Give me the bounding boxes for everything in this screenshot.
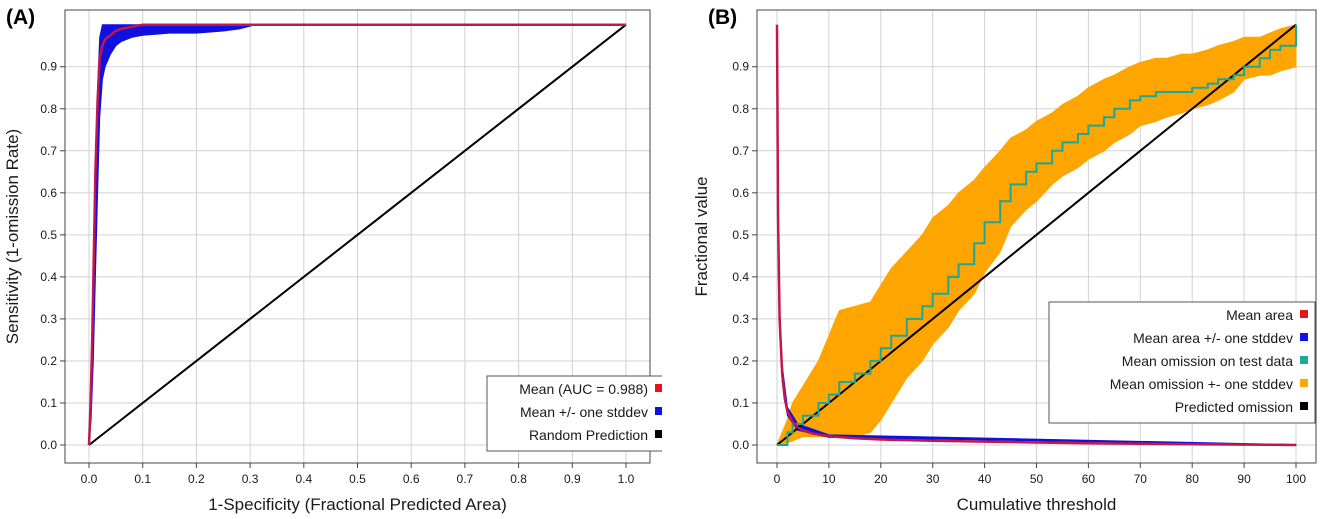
legend-label-mean-auc-0-988: Mean (AUC = 0.988) bbox=[519, 381, 648, 397]
y-tick-label: 0.2 bbox=[732, 354, 749, 368]
panel-a-tag: (A) bbox=[6, 6, 35, 29]
x-axis-label: Cumulative threshold bbox=[957, 495, 1117, 514]
x-tick-label: 0.9 bbox=[564, 472, 581, 486]
y-tick-label: 0.4 bbox=[40, 270, 57, 284]
y-tick-label: 0.0 bbox=[732, 438, 749, 452]
x-tick-label: 0.2 bbox=[188, 472, 205, 486]
roc-chart-svg: (A) 0.0 0.1 0.2 0.3 0.4 0.5 0.6 0.7 0.8 0.9 1.0 0.… bbox=[3, 6, 662, 514]
legend-box bbox=[486, 375, 662, 452]
x-tick-label: 50 bbox=[1030, 472, 1044, 486]
x-tick-label: 100 bbox=[1286, 472, 1306, 486]
x-tick-label: 0.6 bbox=[403, 472, 420, 486]
x-tick-label: 0 bbox=[774, 472, 781, 486]
y-tick-label: 0.5 bbox=[40, 228, 57, 242]
x-tick-label: 20 bbox=[874, 472, 888, 486]
legend-swatch-mean-omission-on-test-data bbox=[1300, 356, 1308, 364]
legend-label-mean-area-one-stddev: Mean area +/- one stddev bbox=[1133, 330, 1293, 346]
y-axis-label: Fractional value bbox=[692, 176, 711, 296]
legend-label-mean-omission-on-test-data: Mean omission on test data bbox=[1122, 353, 1293, 369]
line-predicted-omission bbox=[776, 23, 1297, 446]
x-tick-label: 0.1 bbox=[134, 472, 151, 486]
legend-swatch-mean-area-one-stddev bbox=[1300, 333, 1308, 341]
x-axis-label: 1-Specificity (Fractional Predicted Area… bbox=[208, 495, 507, 514]
x-tick-label: 0.5 bbox=[349, 472, 366, 486]
x-tick-label: 70 bbox=[1134, 472, 1148, 486]
x-tick-label: 0.8 bbox=[510, 472, 527, 486]
y-tick-label: 0.3 bbox=[40, 312, 57, 326]
y-tick-label: 0.9 bbox=[732, 60, 749, 74]
band-mean-one-stddev bbox=[88, 24, 626, 446]
x-tick-label: 10 bbox=[822, 472, 836, 486]
legend-swatch-predicted-omission bbox=[1300, 402, 1308, 410]
legend-box bbox=[1048, 301, 1316, 424]
y-tick-label: 0.0 bbox=[40, 438, 57, 452]
x-tick-labels: 0 10 20 30 40 50 60 70 80 90 100 bbox=[774, 463, 1306, 486]
series-group bbox=[87, 23, 627, 446]
legend-label-predicted-omission: Predicted omission bbox=[1175, 399, 1293, 415]
legend-label-mean-omission-one-stddev: Mean omission +- one stddev bbox=[1110, 376, 1293, 392]
legend-swatch-mean-one-stddev bbox=[655, 407, 662, 415]
y-tick-label: 0.3 bbox=[732, 312, 749, 326]
x-tick-labels: 0.0 0.1 0.2 0.3 0.4 0.5 0.6 0.7 0.8 0.9 1.0 bbox=[81, 463, 635, 486]
y-tick-label: 0.7 bbox=[40, 144, 57, 158]
y-tick-labels: 0.0 0.1 0.2 0.3 0.4 0.5 0.6 0.7 0.8 0.9 bbox=[40, 60, 65, 452]
line-mean-omission-on-test-data bbox=[777, 24, 1297, 446]
y-tick-label: 0.6 bbox=[732, 186, 749, 200]
series-group bbox=[775, 23, 1297, 447]
y-tick-label: 0.1 bbox=[40, 396, 57, 410]
x-tick-label: 90 bbox=[1237, 472, 1251, 486]
y-tick-label: 0.2 bbox=[40, 354, 57, 368]
y-tick-label: 0.5 bbox=[732, 228, 749, 242]
y-tick-label: 0.8 bbox=[732, 102, 749, 116]
omission-chart-svg: (B) 0 10 20 30 40 50 60 70 80 90 100 0.00.10.20.30… bbox=[692, 6, 1317, 514]
legend-swatch-mean-omission-one-stddev bbox=[1300, 379, 1308, 387]
panel-a-roc-chart: (A) 0.0 0.1 0.2 0.3 0.4 0.5 0.6 0.7 0.8 0.9 1.0 0.… bbox=[0, 0, 662, 519]
legend-label-mean-area: Mean area bbox=[1226, 307, 1293, 323]
y-tick-label: 0.1 bbox=[732, 396, 749, 410]
y-tick-labels: 0.0 0.1 0.2 0.3 0.4 0.5 0.6 0.7 0.8 0.9 bbox=[732, 60, 757, 452]
legend-swatch-mean-area bbox=[1300, 310, 1308, 318]
legend: Mean (AUC = 0.988) Mean +/- one stddev Ran… bbox=[486, 375, 662, 452]
x-tick-label: 30 bbox=[926, 472, 940, 486]
y-tick-label: 0.9 bbox=[40, 60, 57, 74]
x-tick-label: 0.0 bbox=[81, 472, 98, 486]
x-tick-label: 80 bbox=[1186, 472, 1200, 486]
legend-label-random-prediction: Random Prediction bbox=[529, 427, 648, 443]
x-tick-label: 0.4 bbox=[295, 472, 312, 486]
y-tick-label: 0.4 bbox=[732, 270, 749, 284]
y-tick-label: 0.7 bbox=[732, 144, 749, 158]
legend-label-mean-one-stddev: Mean +/- one stddev bbox=[520, 404, 648, 420]
x-tick-label: 0.3 bbox=[242, 472, 259, 486]
x-tick-label: 1.0 bbox=[618, 472, 635, 486]
line-mean-area bbox=[775, 24, 1297, 447]
y-tick-label: 0.6 bbox=[40, 186, 57, 200]
legend-swatch-random-prediction bbox=[655, 430, 662, 438]
line-mean-auc-0-988 bbox=[87, 23, 626, 446]
panel-b-tag: (B) bbox=[708, 6, 737, 29]
y-axis-label: Sensitivity (1-omission Rate) bbox=[3, 129, 22, 344]
line-random-prediction bbox=[88, 23, 627, 446]
x-tick-label: 60 bbox=[1082, 472, 1096, 486]
x-tick-label: 40 bbox=[978, 472, 992, 486]
panel-b-omission-chart: (B) 0 10 20 30 40 50 60 70 80 90 100 0.0 0.1 0.2 0.3 0… bbox=[662, 0, 1324, 519]
y-tick-label: 0.8 bbox=[40, 102, 57, 116]
legend-swatch-mean-auc-0-988 bbox=[655, 384, 662, 392]
x-tick-label: 0.7 bbox=[457, 472, 474, 486]
legend: Mean area Mean area +/- one stddev Mean om… bbox=[1048, 301, 1316, 424]
